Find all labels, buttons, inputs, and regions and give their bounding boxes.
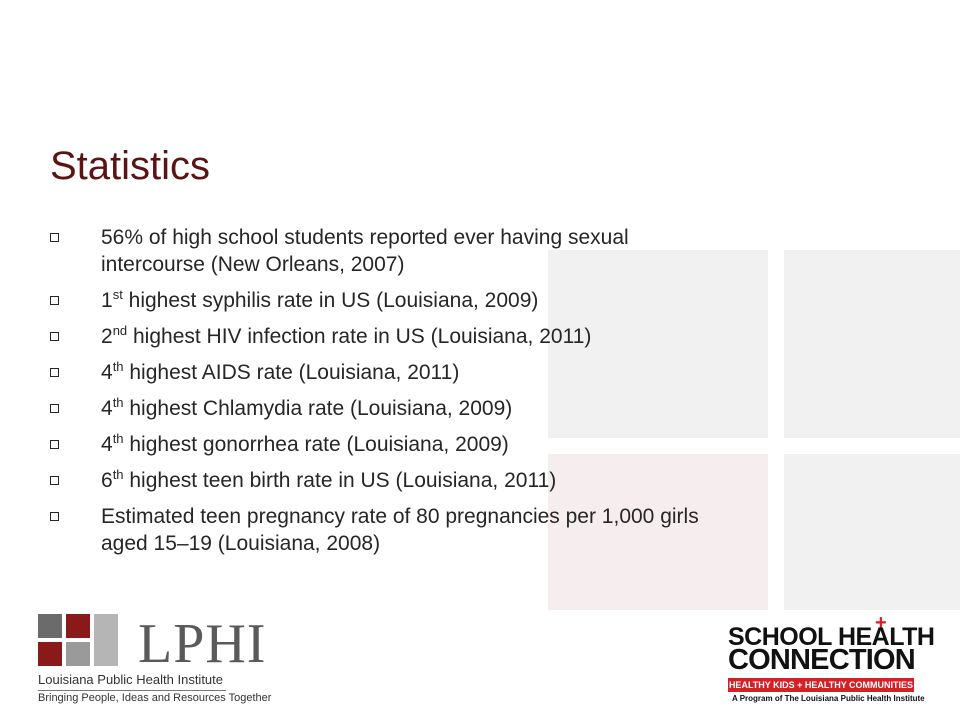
decor-block — [548, 250, 768, 438]
lphi-wordmark: LPHI — [138, 613, 267, 675]
bullet-text: highest gonorrhea rate (Louisiana, 2009) — [123, 433, 509, 456]
bullet-item: 4th highest AIDS rate (Louisiana, 2011) — [48, 359, 888, 386]
ordinal-suffix: th — [112, 431, 124, 446]
bullet-text: highest HIV infection rate in US (Louisi… — [127, 325, 592, 348]
bullet-list: 56% of high school students reported eve… — [48, 224, 888, 566]
bullet-text: 1 — [101, 289, 113, 312]
square-bullet-icon — [50, 368, 59, 377]
logo-square — [94, 614, 118, 666]
bullet-item: 2nd highest HIV infection rate in US (Lo… — [48, 323, 888, 350]
ordinal-suffix: th — [112, 359, 124, 374]
divider — [38, 690, 226, 691]
ordinal-suffix: st — [112, 287, 123, 302]
bullet-text: highest teen birth rate in US (Louisiana… — [123, 469, 557, 492]
ordinal-suffix: nd — [112, 323, 128, 338]
lphi-name: Louisiana Public Health Institute — [38, 672, 224, 687]
logo-square — [66, 614, 90, 638]
square-bullet-icon — [50, 512, 59, 521]
bullet-text: 4 — [101, 397, 113, 420]
square-bullet-icon — [50, 296, 59, 305]
bullet-text-continued: aged 15–19 (Louisiana, 2008) — [101, 532, 381, 555]
decor-block — [548, 454, 768, 610]
bullet-text: highest syphilis rate in US (Louisiana, … — [122, 289, 539, 312]
bullet-text-continued: intercourse (New Orleans, 2007) — [101, 253, 405, 276]
lphi-logo: LPHI Louisiana Public Health Institute B… — [38, 614, 271, 704]
shc-bar: HEALTHY KIDS + HEALTHY COMMUNITIES — [728, 678, 914, 692]
lphi-tagline: Bringing People, Ideas and Resources Tog… — [38, 692, 272, 704]
bullet-text: highest AIDS rate (Louisiana, 2011) — [123, 361, 460, 384]
square-bullet-icon — [50, 404, 59, 413]
bullet-text: 4 — [101, 361, 113, 384]
logo-square — [38, 614, 62, 638]
decor-block — [784, 454, 960, 610]
bullet-text: 6 — [101, 469, 113, 492]
bullet-text: highest Chlamydia rate (Louisiana, 2009) — [123, 397, 513, 420]
shc-line1: SCHOOL HEALTH — [728, 623, 935, 651]
bullet-item: 6th highest teen birth rate in US (Louis… — [48, 467, 888, 494]
shc-sub: A Program of The Louisiana Public Health… — [732, 694, 925, 703]
bullet-item: 4th highest Chlamydia rate (Louisiana, 2… — [48, 395, 888, 422]
square-bullet-icon — [50, 332, 59, 341]
ordinal-suffix: th — [112, 395, 124, 410]
shc-logo: + SCHOOL HEALTH CONNECTION HEALTHY KIDS … — [726, 612, 935, 708]
square-bullet-icon — [50, 440, 59, 449]
bullet-text: 2 — [101, 325, 113, 348]
ordinal-suffix: th — [112, 467, 124, 482]
shc-line2: CONNECTION — [728, 644, 916, 676]
decor-block — [784, 250, 960, 438]
bullet-text: 4 — [101, 433, 113, 456]
square-bullet-icon — [50, 476, 59, 485]
bullet-text: Estimated teen pregnancy rate of 80 preg… — [101, 505, 699, 528]
bullet-item: Estimated teen pregnancy rate of 80 preg… — [48, 503, 888, 557]
square-bullet-icon — [50, 233, 59, 242]
bullet-item: 1st highest syphilis rate in US (Louisia… — [48, 287, 888, 314]
logo-square — [38, 642, 62, 666]
bullet-text: 56% of high school students reported eve… — [101, 226, 629, 249]
plus-icon: + — [875, 612, 887, 634]
bullet-item: 4th highest gonorrhea rate (Louisiana, 2… — [48, 431, 888, 458]
slide-title: Statistics — [50, 144, 211, 188]
bullet-item: 56% of high school students reported eve… — [48, 224, 888, 278]
logo-square — [66, 642, 90, 666]
